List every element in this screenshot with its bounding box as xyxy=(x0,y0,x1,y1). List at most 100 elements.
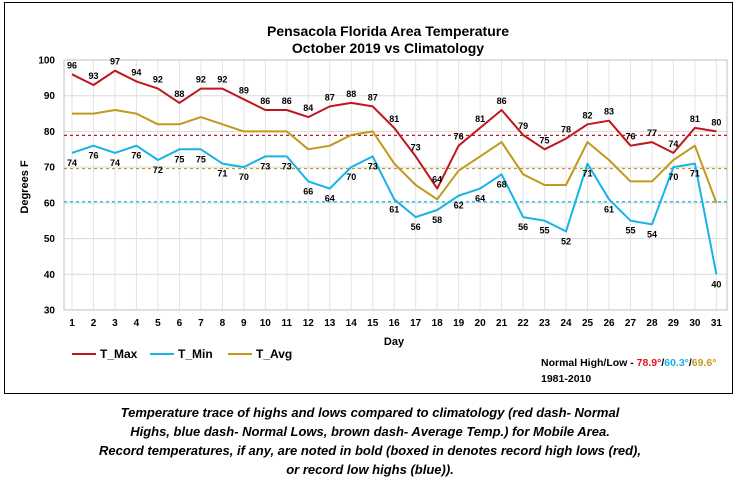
x-tick-label: 21 xyxy=(496,318,508,329)
tmin-data-label: 64 xyxy=(325,194,335,204)
x-tick-label: 19 xyxy=(453,318,465,329)
x-tick-label: 30 xyxy=(689,318,701,329)
tmax-data-label: 81 xyxy=(389,114,399,124)
tmax-data-label: 87 xyxy=(325,92,335,102)
tmax-data-label: 88 xyxy=(346,89,356,99)
x-tick-label: 4 xyxy=(134,318,140,329)
tmin-data-label: 52 xyxy=(561,236,571,246)
temperature-line-chart: Pensacola Florida Area Temperature Octob… xyxy=(19,23,728,385)
x-tick-label: 13 xyxy=(324,318,336,329)
tmin-data-label: 76 xyxy=(131,151,141,161)
y-tick-label: 30 xyxy=(44,306,56,317)
tmin-data-label: 74 xyxy=(67,158,77,168)
tmax-data-label: 96 xyxy=(67,60,77,70)
tmin-data-label: 70 xyxy=(346,172,356,182)
tmax-data-label: 76 xyxy=(625,132,635,142)
y-tick-label: 40 xyxy=(44,270,56,281)
y-axis-label: Degrees F xyxy=(19,160,31,213)
tmax-data-label: 79 xyxy=(518,121,528,131)
series-lines xyxy=(71,69,718,275)
x-tick-label: 15 xyxy=(367,318,379,329)
normals-annotation: Normal High/Low - 78.9°/60.3°/69.6° 1981… xyxy=(541,357,716,385)
plot-area-border xyxy=(63,59,728,311)
figure-caption: Temperature trace of highs and lows comp… xyxy=(60,403,680,479)
y-tick-label: 90 xyxy=(44,91,56,102)
legend-label: T_Max xyxy=(100,347,138,361)
normals-label: Normal High/Low - xyxy=(541,357,634,369)
caption-line: or record low highs (blue)). xyxy=(286,462,454,477)
tmin-data-label: 56 xyxy=(518,222,528,232)
series-line-t-max xyxy=(71,69,717,190)
x-tick-label: 8 xyxy=(220,318,226,329)
tmin-data-label: 55 xyxy=(625,226,635,236)
normal-reference-lines xyxy=(64,134,727,203)
tmin-data-label: 68 xyxy=(497,179,507,189)
tmax-data-label: 78 xyxy=(561,125,571,135)
average-value: 69.6° xyxy=(692,357,717,369)
caption-line: Record temperatures, if any, are noted i… xyxy=(99,443,641,458)
x-tick-label: 28 xyxy=(646,318,658,329)
caption-line: Temperature trace of highs and lows comp… xyxy=(120,405,620,420)
tmin-data-label: 64 xyxy=(475,194,485,204)
tmax-data-label: 81 xyxy=(690,114,700,124)
x-tick-label: 5 xyxy=(155,318,161,329)
tmax-data-label: 83 xyxy=(604,107,614,117)
tmin-data-label: 76 xyxy=(88,151,98,161)
tmax-data-label: 92 xyxy=(153,75,163,85)
tmin-data-label: 73 xyxy=(282,161,292,171)
x-tick-label: 27 xyxy=(625,318,637,329)
x-tick-label: 17 xyxy=(410,318,422,329)
tmin-data-label: 71 xyxy=(217,169,227,179)
tmin-data-label: 40 xyxy=(711,279,721,289)
tmin-data-label: 71 xyxy=(690,169,700,179)
x-tick-label: 9 xyxy=(241,318,247,329)
tmax-data-label: 97 xyxy=(110,57,120,67)
tmin-data-label: 55 xyxy=(540,226,550,236)
tmin-data-label: 56 xyxy=(411,222,421,232)
x-tick-label: 3 xyxy=(112,318,118,329)
tmin-data-label: 54 xyxy=(647,229,657,239)
x-axis-label: Day xyxy=(384,336,405,348)
tmin-data-label: 61 xyxy=(389,204,399,214)
y-tick-label: 50 xyxy=(44,234,56,245)
svg-text:Normal High/Low - 78.9: Normal High/Low - 78.9°/60.3°/69.6° xyxy=(541,357,716,369)
tmin-data-label: 70 xyxy=(239,172,249,182)
x-tick-label: 29 xyxy=(668,318,680,329)
tmin-data-label: 58 xyxy=(432,215,442,225)
grid-lines xyxy=(63,59,728,311)
x-tick-label: 24 xyxy=(560,318,572,329)
x-tick-label: 26 xyxy=(603,318,615,329)
y-tick-label: 100 xyxy=(38,56,55,67)
chart-frame: Pensacola Florida Area Temperature Octob… xyxy=(4,2,733,394)
tmin-data-label: 74 xyxy=(110,158,120,168)
x-tick-label: 1 xyxy=(69,318,75,329)
tmax-data-label: 82 xyxy=(583,110,593,120)
tmin-data-label: 73 xyxy=(260,161,270,171)
x-tick-label: 14 xyxy=(346,318,358,329)
x-tick-label: 22 xyxy=(518,318,530,329)
y-tick-label: 60 xyxy=(44,198,56,209)
tmax-data-label: 74 xyxy=(668,139,678,149)
tmin-data-label: 62 xyxy=(454,201,464,211)
x-tick-label: 10 xyxy=(260,318,272,329)
tmin-data-label: 70 xyxy=(668,172,678,182)
tmax-data-label: 75 xyxy=(540,135,550,145)
tmin-data-label: 72 xyxy=(153,165,163,175)
x-tick-label: 20 xyxy=(475,318,487,329)
tmax-data-label: 88 xyxy=(174,89,184,99)
tmin-data-label: 71 xyxy=(583,169,593,179)
x-tick-label: 16 xyxy=(389,318,401,329)
caption-line: Highs, blue dash- Normal Lows, brown das… xyxy=(130,424,610,439)
tmax-data-label: 86 xyxy=(282,96,292,106)
chart-subtitle: October 2019 vs Climatology xyxy=(292,40,484,56)
tmax-data-label: 80 xyxy=(711,117,721,127)
series-line-t-avg xyxy=(72,109,718,204)
x-tick-label: 25 xyxy=(582,318,594,329)
data-labels: 96 93 97 94 92 88 92 92 89 86 86 84 87 88 87 81 73 64 76 81… xyxy=(67,57,721,290)
tmax-data-label: 86 xyxy=(497,96,507,106)
x-tick-label: 11 xyxy=(282,318,293,329)
x-tick-label: 6 xyxy=(177,318,183,329)
tmax-data-label: 86 xyxy=(260,96,270,106)
tmax-data-label: 84 xyxy=(303,103,313,113)
